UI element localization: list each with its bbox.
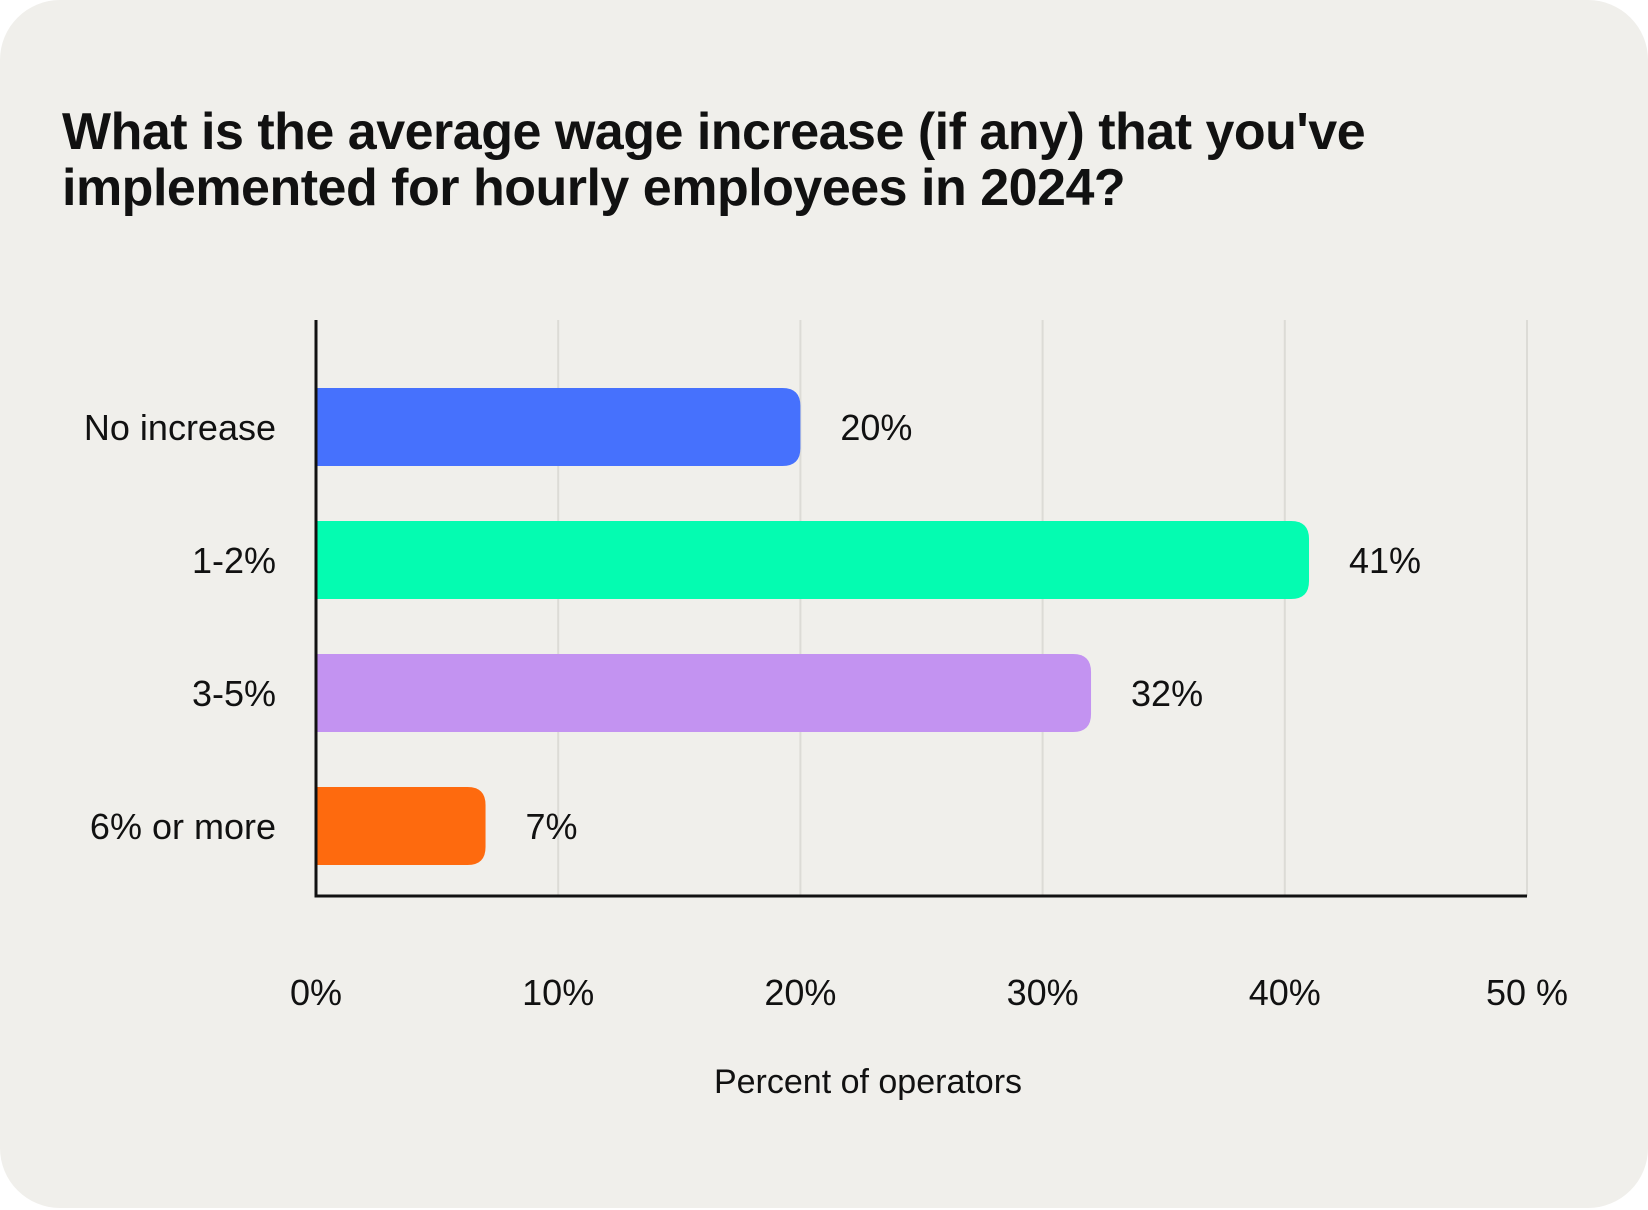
data-label: 7% [526, 806, 578, 847]
category-label: 3-5% [192, 673, 276, 714]
chart-title: What is the average wage increase (if an… [62, 104, 1562, 216]
x-tick-label: 10% [522, 972, 594, 1013]
x-tick-label: 40% [1249, 972, 1321, 1013]
data-label: 20% [840, 407, 912, 448]
data-label: 32% [1131, 673, 1203, 714]
category-label: No increase [84, 407, 276, 448]
chart-title-line-1: What is the average wage increase (if an… [62, 103, 1366, 161]
x-tick-label: 0% [290, 972, 342, 1013]
data-label: 41% [1349, 540, 1421, 581]
bar [316, 787, 486, 865]
x-tick-label: 20% [764, 972, 836, 1013]
bar [316, 388, 801, 466]
bar [316, 521, 1310, 599]
bar [316, 654, 1092, 732]
x-tick-label: 50 % [1486, 972, 1568, 1013]
category-label: 1-2% [192, 540, 276, 581]
category-label: 6% or more [90, 806, 276, 847]
x-axis-title: Percent of operators [714, 1063, 1022, 1101]
chart-title-line-2: implemented for hourly employees in 2024… [62, 159, 1126, 217]
x-tick-label: 30% [1007, 972, 1079, 1013]
